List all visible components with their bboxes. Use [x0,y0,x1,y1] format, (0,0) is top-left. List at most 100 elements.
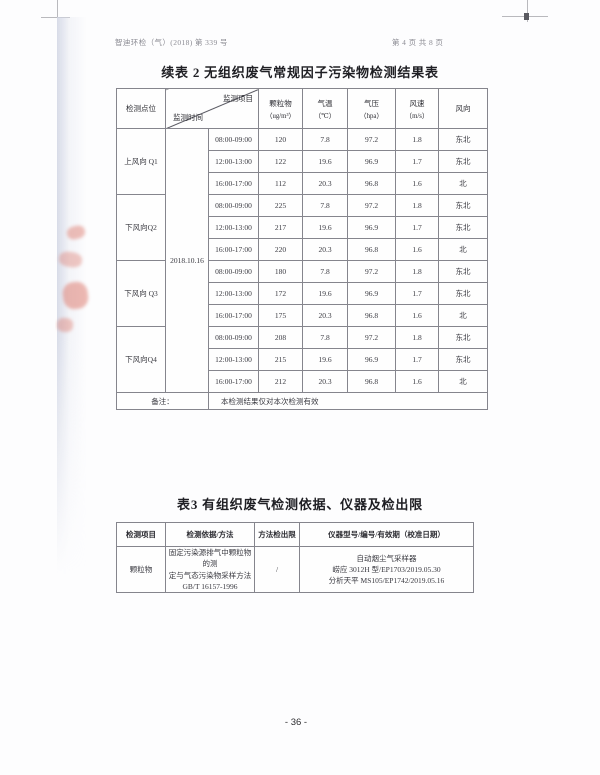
table2-title: 表3 有组织废气检测依据、仪器及检出限 [177,497,423,512]
speed-cell: 1.6 [395,238,439,261]
temp-cell: 19.6 [302,348,348,371]
header-speed-label: 风速 [409,98,425,108]
time-cell: 08:00-09:00 [208,326,259,349]
time-cell: 08:00-09:00 [208,194,259,217]
dir-cell: 东北 [438,326,488,349]
speed-cell: 1.7 [395,282,439,305]
crop-mark-right-vertical [527,0,528,22]
crop-mark-dot [524,13,529,20]
dir-cell: 东北 [438,128,488,151]
header-item-cell: 检测项目 [116,522,166,547]
header-pressure-label: 气压 [364,98,379,108]
crop-mark-left-horizontal [41,17,70,18]
header-instrument-cell: 仪器型号/编号/有效期（校准日期） [299,522,474,547]
temp-cell: 19.6 [302,150,348,173]
table1-header-row: 检测点位 监测项目 监测时间 颗粒物 （ug/m³） 气温 （℃） 气压 （hpa） … [116,88,488,129]
pressure-cell: 96.8 [347,370,396,393]
method-line: GB/T 16157-1996 [182,581,238,591]
speed-cell: 1.7 [395,150,439,173]
header-method-cell: 检测依据/方法 [165,522,255,547]
instrument-cell: 自动烟尘气采样器 崂应 3012H 型/EP1703/2019.05.30 分析… [299,546,474,593]
dir-cell: 东北 [438,260,488,283]
time-cell: 16:00-17:00 [208,370,259,393]
pm-cell: 172 [258,282,303,305]
page-count-header: 第 4 页 共 8 页 [392,38,444,47]
point-cell: 下风向Q2 [116,194,166,261]
speed-cell: 1.8 [395,326,439,349]
pm-cell: 175 [258,304,303,327]
header-temp-cell: 气温 （℃） [302,88,348,129]
header-point-cell: 检测点位 [116,88,166,129]
time-cell: 08:00-09:00 [208,128,259,151]
header-pressure-unit: （hpa） [359,112,384,120]
header-speed-unit: （m/s） [405,112,429,120]
dir-cell: 北 [438,370,488,393]
red-seal-stamp-fragment [55,222,105,340]
pressure-cell: 96.8 [347,304,396,327]
stamp-blob [57,250,84,269]
method-cell: 固定污染源排气中颗粒物的测 定与气态污染物采样方法 GB/T 16157-199… [165,546,255,593]
unorganized-exhaust-results-table: 检测点位 监测项目 监测时间 颗粒物 （ug/m³） 气温 （℃） 气压 （hpa） … [116,88,488,410]
pressure-cell: 96.9 [347,150,396,173]
speed-cell: 1.7 [395,216,439,239]
time-cell: 12:00-13:00 [208,348,259,371]
temp-cell: 20.3 [302,370,348,393]
pm-cell: 215 [258,348,303,371]
header-pm-cell: 颗粒物 （ug/m³） [258,88,303,129]
dir-cell: 东北 [438,150,488,173]
header-pm-label: 颗粒物 [269,98,292,108]
point-cell: 上风向 Q1 [116,128,166,195]
time-cell: 16:00-17:00 [208,304,259,327]
pm-cell: 217 [258,216,303,239]
pm-cell: 120 [258,128,303,151]
crop-mark-left-vertical [57,0,58,17]
temp-cell: 20.3 [302,304,348,327]
pressure-cell: 97.2 [347,194,396,217]
pressure-cell: 96.9 [347,282,396,305]
stamp-blob [65,224,87,241]
item-cell: 颗粒物 [116,546,166,593]
date-cell: 2018.10.16 [165,128,209,393]
dir-cell: 北 [438,172,488,195]
speed-cell: 1.8 [395,260,439,283]
table-row: 12:00-13:00 215 19.6 96.9 1.7 东北 [117,348,488,371]
time-cell: 08:00-09:00 [208,260,259,283]
header-dir-cell: 风向 [438,88,488,129]
temp-cell: 19.6 [302,282,348,305]
pressure-cell: 96.9 [347,216,396,239]
dir-cell: 北 [438,238,488,261]
temp-cell: 19.6 [302,216,348,239]
header-pressure-cell: 气压 （hpa） [347,88,396,129]
stamp-blob [61,280,90,311]
pressure-cell: 97.2 [347,128,396,151]
table-row: 12:00-13:00 217 19.6 96.9 1.7 东北 [117,216,488,239]
method-line: 固定污染源排气中颗粒物的测 [168,548,252,569]
table1-title: 续表 2 无组织废气常规因子污染物检测结果表 [161,65,439,80]
limit-cell: / [254,546,300,593]
table-row: 16:00-17:00 212 20.3 96.8 1.6 北 [117,370,488,393]
header-temp-unit: （℃） [314,112,336,120]
table-row: 下风向Q2 08:00-09:00 225 7.8 97.2 1.8 东北 [116,194,488,261]
note-text-cell: 本检测结果仅对本次检测有效 [208,392,488,410]
temp-cell: 20.3 [302,238,348,261]
pm-cell: 122 [258,150,303,173]
time-cell: 16:00-17:00 [208,238,259,261]
note-label-cell: 备注： [116,392,209,410]
table2-header-row: 检测项目 检测依据/方法 方法检出限 仪器型号/编号/有效期（校准日期） [116,522,474,547]
report-number-header: 智迪环检（气）(2018) 第 339 号 [115,38,228,47]
temp-cell: 7.8 [302,128,348,151]
pm-cell: 225 [258,194,303,217]
table-row: 上风向 Q1 2018.10.16 08:00-09:00 120 7.8 97… [116,128,488,393]
stamp-blob [56,317,74,333]
diagonal-bottom-label: 监测时间 [173,113,203,122]
dir-cell: 东北 [438,348,488,371]
speed-cell: 1.6 [395,172,439,195]
pm-cell: 112 [258,172,303,195]
pressure-cell: 96.8 [347,238,396,261]
dir-cell: 东北 [438,216,488,239]
table-row: 下风向Q4 08:00-09:00 208 7.8 97.2 1.8 东北 [116,326,488,393]
pm-cell: 180 [258,260,303,283]
table-row: 16:00-17:00 220 20.3 96.8 1.6 北 [117,238,488,261]
temp-cell: 7.8 [302,194,348,217]
